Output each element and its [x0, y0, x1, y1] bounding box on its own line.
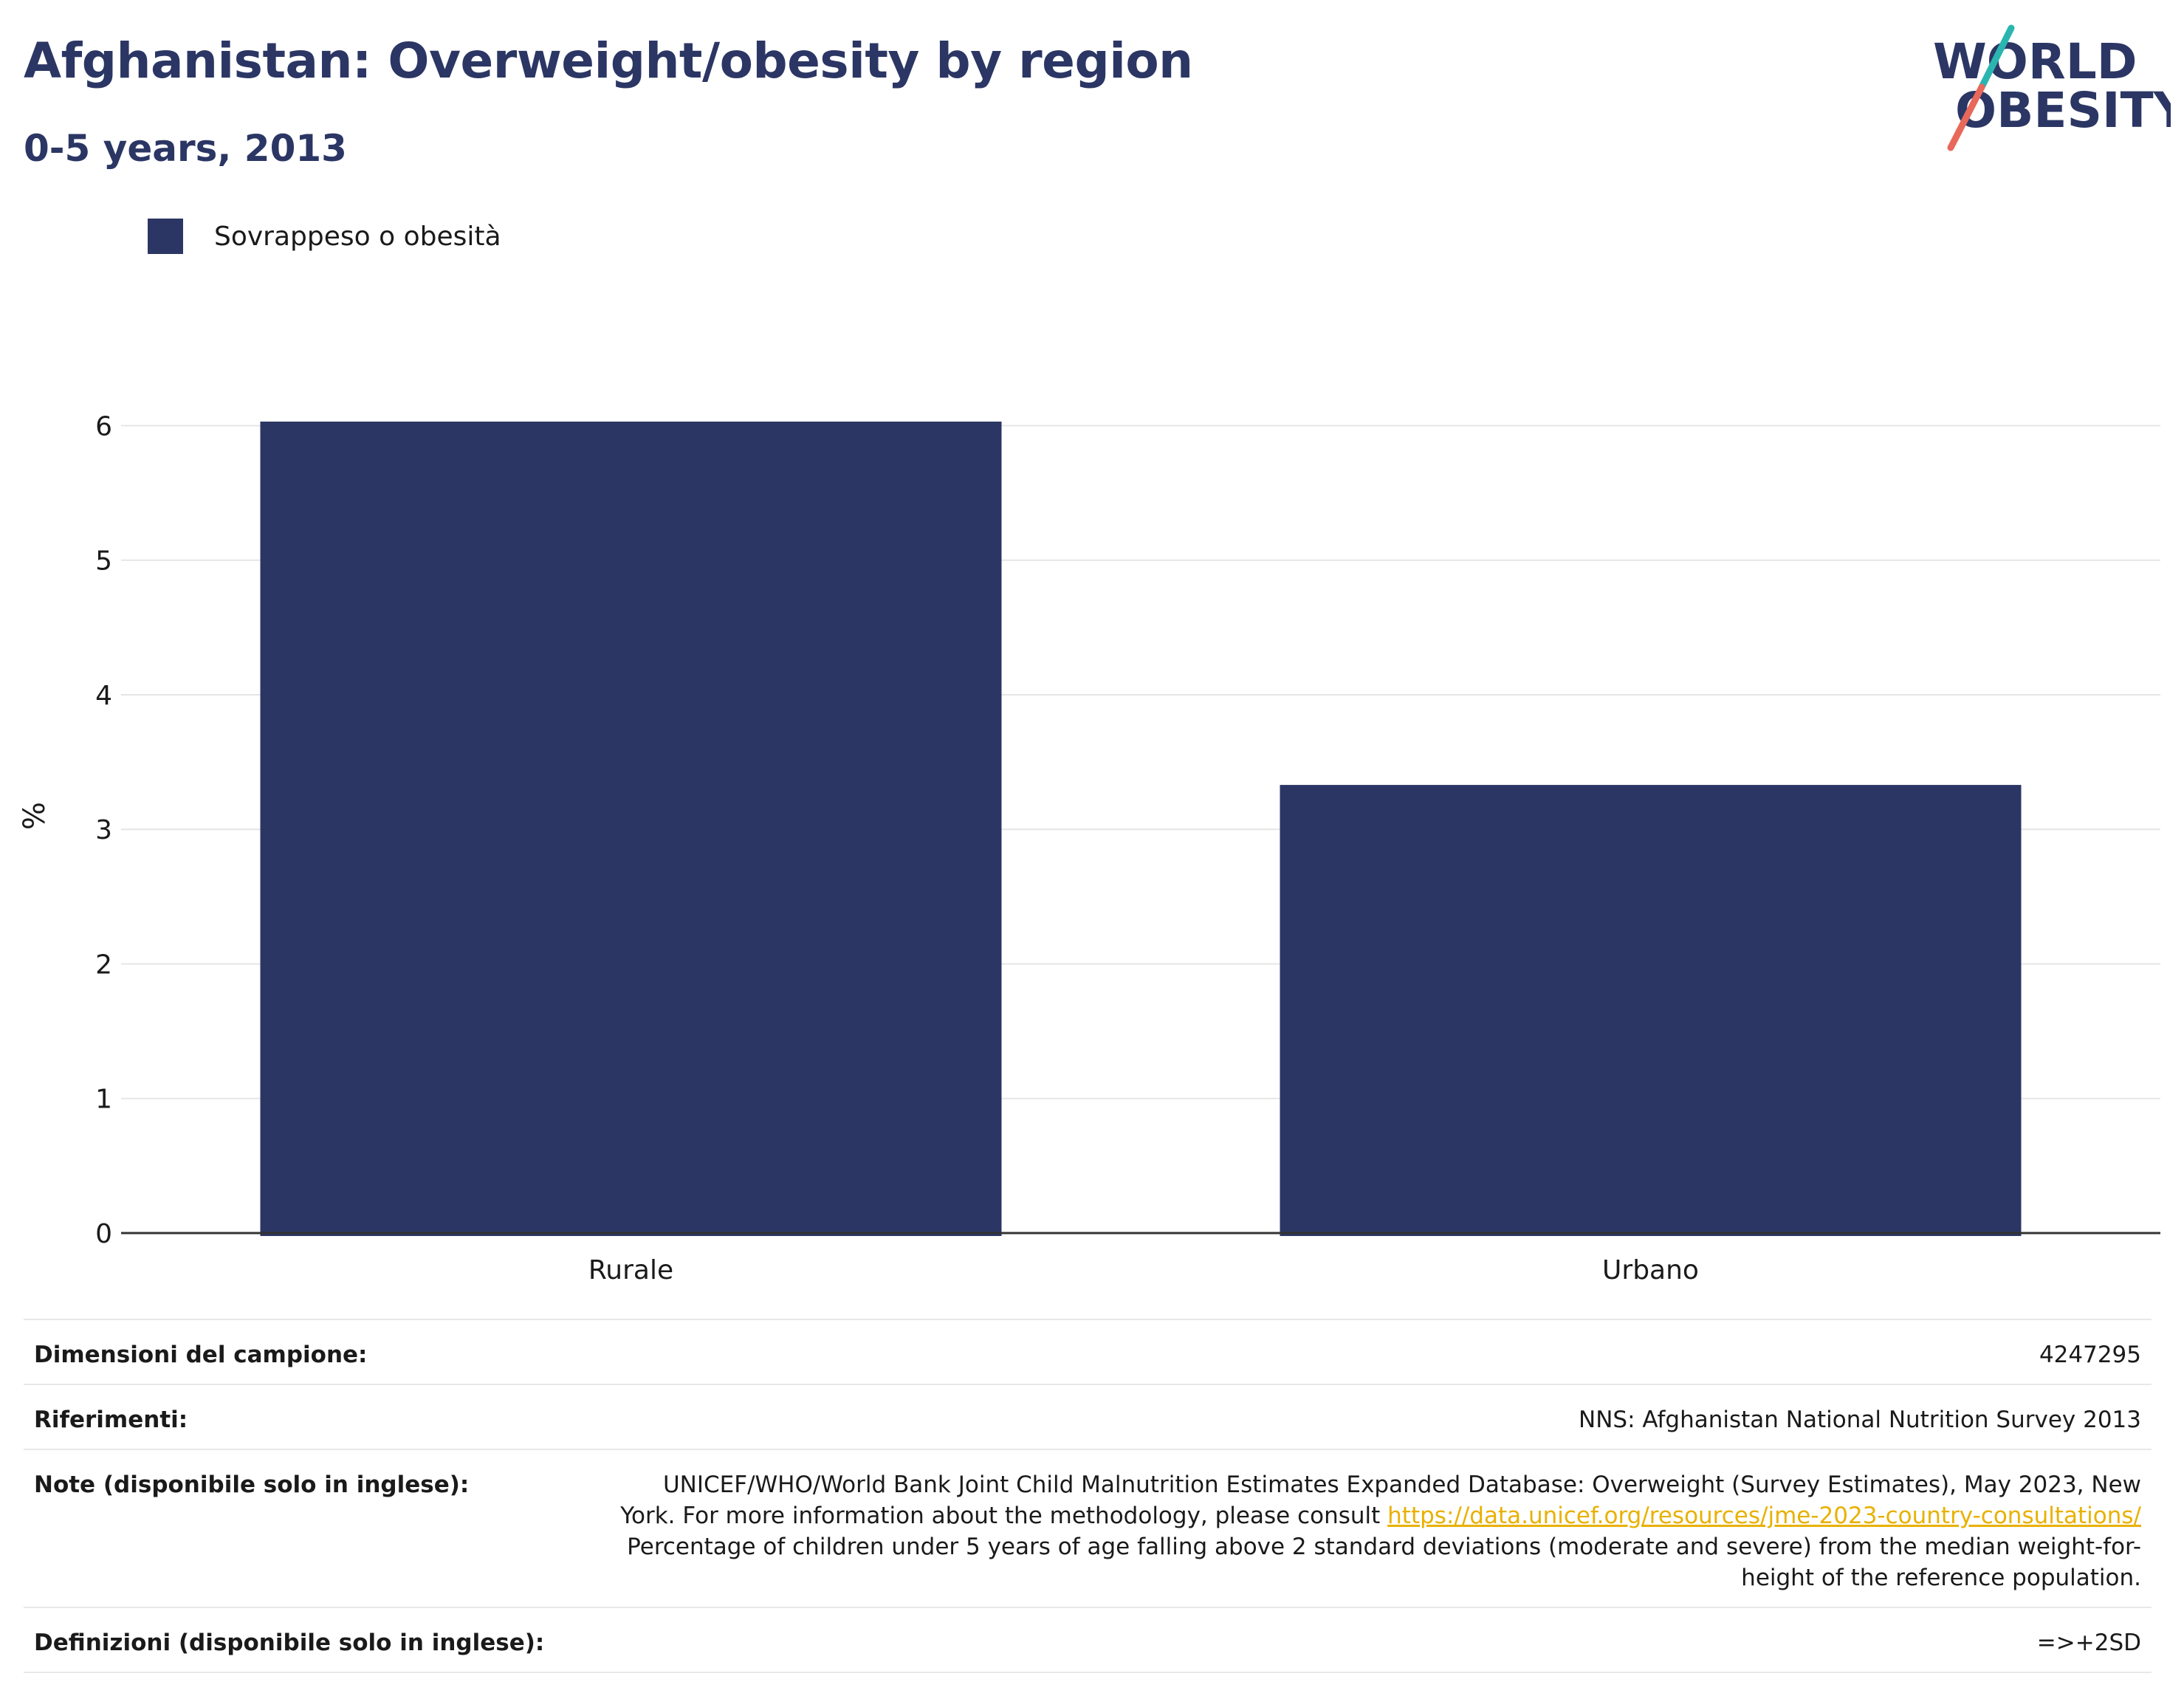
- legend-label: Sovrappeso o obesità: [214, 221, 501, 252]
- notes-label: Note (disponibile solo in inglese):: [34, 1472, 470, 1498]
- x-tick-labels: Rurale Urbano: [588, 1255, 1699, 1285]
- world-obesity-logo: WORLD OBESITY: [1933, 24, 2171, 151]
- y-tick-label: 5: [95, 546, 112, 577]
- y-axis-title: %: [18, 802, 52, 830]
- sample-size-value: 4247295: [2039, 1342, 2141, 1368]
- info-table: Dimensioni del campione: 4247295 Riferim…: [24, 1319, 2152, 1673]
- info-row-references: Riferimenti: NNS: Afghanistan National N…: [24, 1384, 2152, 1449]
- logo-text-obesity: OBESITY: [1955, 82, 2171, 139]
- notes-text-2: Percentage of children under 5 years of …: [627, 1534, 2141, 1591]
- legend-swatch: [148, 219, 183, 254]
- definitions-value: =>+2SD: [2036, 1630, 2141, 1656]
- y-tick-labels: 0 1 2 3 4 5 6: [95, 411, 112, 1249]
- notes-text-1: UNICEF/WHO/World Bank Joint Child Malnut…: [620, 1472, 2141, 1529]
- bars: [260, 421, 2022, 1236]
- info-row-definitions: Definizioni (disponibile solo in inglese…: [24, 1607, 2152, 1673]
- y-tick-label: 3: [95, 815, 112, 845]
- chart-legend[interactable]: Sovrappeso o obesità: [148, 219, 501, 254]
- y-tick-label: 4: [95, 681, 112, 711]
- x-tick-label: Rurale: [588, 1255, 673, 1285]
- chart-title: Afghanistan: Overweight/obesity by regio…: [24, 32, 1193, 89]
- info-row-sample: Dimensioni del campione: 4247295: [24, 1319, 2152, 1384]
- x-tick-label: Urbano: [1602, 1255, 1699, 1285]
- logo-slash-bottom: [1947, 83, 1985, 151]
- y-tick-label: 6: [95, 411, 112, 442]
- sample-size-label: Dimensioni del campione:: [34, 1342, 368, 1368]
- references-label: Riferimenti:: [34, 1407, 188, 1433]
- logo-slash-top: [1978, 24, 2015, 91]
- references-value: NNS: Afghanistan National Nutrition Surv…: [1579, 1407, 2141, 1433]
- bar-chart: 0 1 2 3 4 5 6 Rurale Urbano %: [18, 411, 2160, 1285]
- y-tick-label: 1: [95, 1085, 112, 1115]
- y-tick-label: 0: [95, 1219, 112, 1249]
- y-tick-label: 2: [95, 950, 112, 980]
- bar-rurale[interactable]: [260, 421, 1002, 1236]
- info-row-notes: Note (disponibile solo in inglese): UNIC…: [24, 1449, 2152, 1607]
- notes-value: UNICEF/WHO/World Bank Joint Child Malnut…: [620, 1469, 2141, 1593]
- chart-subtitle: 0-5 years, 2013: [24, 127, 347, 170]
- bar-urbano[interactable]: [1280, 785, 2022, 1236]
- logo-text-world: WORLD: [1933, 33, 2137, 90]
- definitions-label: Definizioni (disponibile solo in inglese…: [34, 1630, 545, 1656]
- methodology-link[interactable]: https://data.unicef.org/resources/jme-20…: [1387, 1503, 2141, 1529]
